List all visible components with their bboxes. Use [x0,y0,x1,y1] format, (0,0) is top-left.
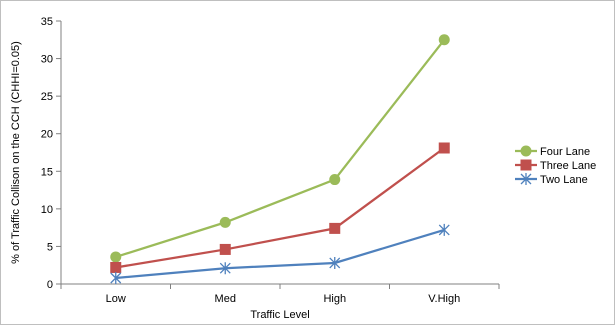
y-axis-title: % of Traffic Collison on the CCH (CHHI=0… [10,41,22,264]
legend-label: Four Lane [540,146,590,158]
data-point [438,223,450,236]
axes: 0 5 10 15 20 25 30 35 Low Med High V.High [41,16,500,305]
data-point [438,142,450,154]
data-point [110,271,122,284]
legend-label: Two Lane [540,174,588,186]
y-tick-label: 25 [41,91,53,103]
data-point [329,222,341,234]
legend: Four Lane Three Lane Two Lane [515,145,596,186]
series-layer [110,34,450,284]
data-point [219,262,231,275]
legend-entry: Two Lane [515,173,588,186]
data-point [329,256,341,269]
y-tick-label: 20 [41,129,53,141]
data-point-stroke [219,262,231,275]
x-tick-label: V.High [428,293,460,305]
series-four-lane [110,34,450,263]
series-line [115,39,446,259]
y-tick-label: 35 [41,16,53,28]
series-two-lane [110,223,450,284]
series-line [115,147,445,269]
data-point [219,243,231,255]
y-tick-label: 5 [47,241,53,253]
data-point-stroke [329,256,341,269]
x-tick-label: High [323,293,346,305]
legend-entry: Four Lane [515,145,590,158]
x-tick-label: Low [106,293,126,305]
x-tick-label: Med [215,293,236,305]
legend-marker [520,173,532,185]
data-point [110,251,122,263]
data-point-stroke [438,223,450,236]
series-line [115,228,445,280]
y-tick-label: 10 [41,204,53,216]
data-point [110,261,122,273]
y-tick-label: 0 [47,279,53,291]
legend-label: Three Lane [540,160,596,172]
y-tick-label: 30 [41,54,53,66]
data-point-stroke [110,271,122,284]
legend-entry: Three Lane [515,159,596,172]
data-point [329,174,341,186]
data-point [438,34,450,46]
data-point [219,216,231,228]
legend-marker [520,145,532,157]
y-tick-label: 15 [41,166,53,178]
legend-marker [520,159,532,171]
x-axis-title: Traffic Level [250,309,309,321]
series-three-lane [110,142,450,273]
legend-marker-stroke [520,173,532,185]
